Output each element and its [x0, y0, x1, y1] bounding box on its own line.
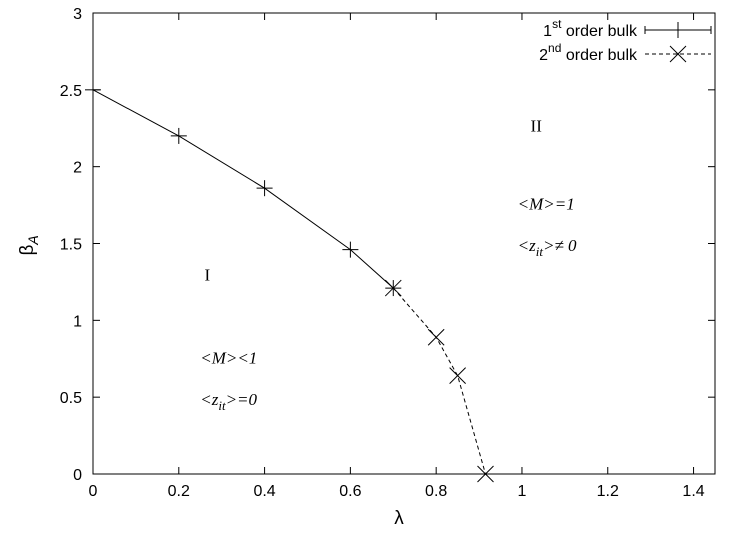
x-axis-label: λ: [394, 508, 404, 529]
series-2-point: [449, 367, 466, 385]
series-1-point: [170, 127, 187, 144]
legend-label-rest: order bulk: [561, 47, 638, 64]
x-tick-label: 0: [89, 483, 98, 500]
series-1-point: [342, 241, 359, 258]
annotation-text: <M><1: [200, 348, 257, 367]
marker-cross-b: [427, 328, 445, 346]
legend-label-rest: order bulk: [561, 23, 638, 40]
region-label: II: [531, 116, 543, 135]
marker-cross-b: [449, 367, 466, 385]
legend-marker-1: [670, 22, 686, 38]
axes: 0 0.2 0.4 0.6 0.8 1 1.2 1.4 0 0.5 1 1.5 2 2.5 3 λ βA: [17, 6, 716, 529]
marker-cross-b: [384, 279, 402, 297]
series-2-line: [392, 287, 486, 475]
annotation-rest: >≠ 0: [543, 236, 577, 255]
x-tick-label: 1.4: [682, 483, 704, 500]
annotation-text: <M>=1: [518, 195, 575, 214]
y-tick-label: 1: [73, 313, 82, 330]
series-1-point: [256, 180, 273, 197]
annotation-subscript: it: [536, 244, 544, 259]
y-tick-label: 0.5: [60, 390, 82, 407]
region-label: I: [205, 265, 211, 284]
marker-cross-b: [669, 45, 687, 63]
y-tick-label: 3: [73, 6, 82, 23]
y-tick-label: 0: [73, 467, 82, 484]
x-tick-label: 0.4: [253, 483, 275, 500]
annotation-subscript: it: [218, 398, 226, 413]
series-1-point: [85, 81, 101, 98]
annotation-text: <z: [518, 236, 536, 255]
legend-marker-2: [669, 45, 687, 63]
annotation: <zit>≠ 0: [518, 236, 577, 259]
annotations-layer: III<M>=1<zit>≠ 0<M><1<zit>=0: [200, 116, 577, 413]
x-tick-label: 0.8: [425, 483, 447, 500]
y-axis-label-main: β: [17, 245, 38, 256]
legend-label-base: 2: [539, 47, 548, 64]
plot-frame: [92, 12, 716, 475]
x-tick-label: 0.6: [339, 483, 361, 500]
y-tick-label: 2: [73, 160, 82, 177]
annotation: <zit>=0: [200, 390, 257, 413]
y-axis-label: βA: [17, 235, 41, 255]
series-2-point: [384, 279, 402, 297]
x-tick-label: 1: [518, 483, 527, 500]
x-tick-label: 1.2: [597, 483, 619, 500]
annotation-text: <z: [200, 390, 218, 409]
x-tick-label: 0.2: [168, 483, 190, 500]
series-2-point: [427, 328, 445, 346]
marker-cross-b: [477, 465, 494, 483]
series-2: [384, 279, 494, 483]
legend-label-sup: nd: [548, 41, 561, 55]
legend-label-1: 1st order bulk: [543, 17, 638, 40]
series-1: [85, 81, 402, 297]
legend-label-sup: st: [552, 17, 562, 31]
annotation-rest: >=0: [226, 390, 258, 409]
annotation: <M>=1: [518, 195, 575, 214]
y-tick-label: 1.5: [60, 237, 82, 254]
y-tick-label: 2.5: [60, 83, 82, 100]
series-1-line: [92, 89, 394, 289]
legend-label-2: 2nd order bulk: [539, 41, 638, 64]
annotation: <M><1: [200, 348, 257, 367]
series-layer: [85, 81, 494, 483]
legend-label-base: 1: [543, 23, 552, 40]
series-2-point: [477, 465, 494, 483]
y-axis-label-subscript: A: [25, 235, 41, 245]
